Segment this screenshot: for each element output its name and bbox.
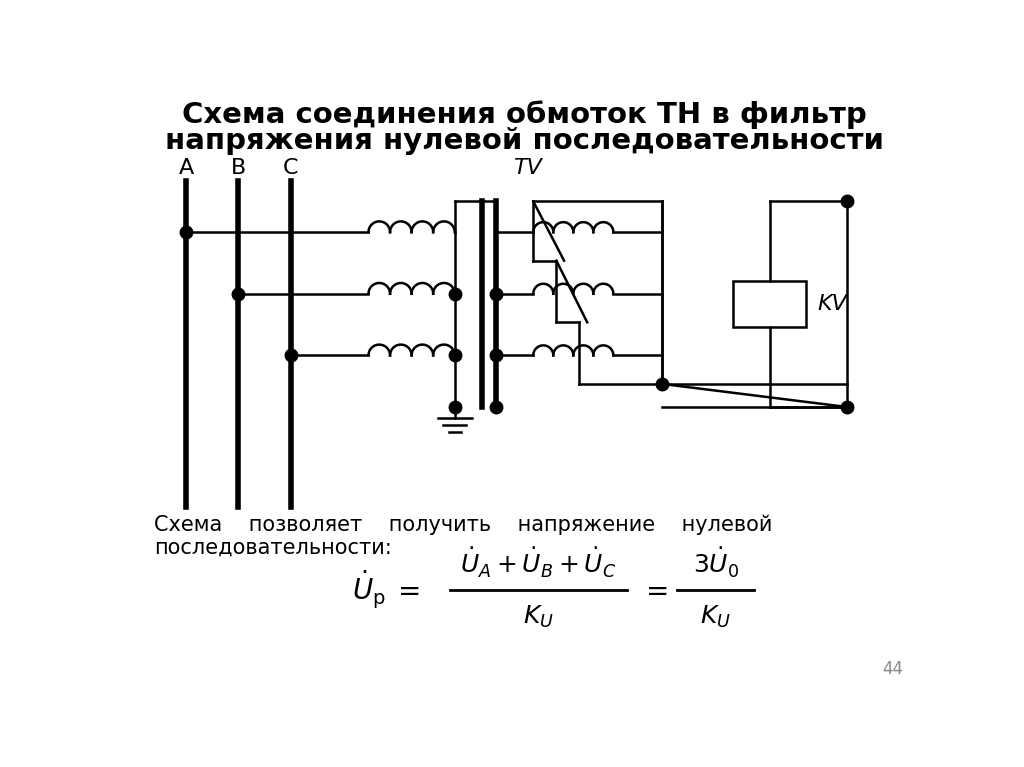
Text: 44: 44: [883, 660, 903, 678]
Text: KV: KV: [818, 295, 848, 314]
Text: Схема    позволяет    получить    напряжение    нулевой: Схема позволяет получить напряжение нуле…: [154, 515, 772, 535]
Text: $K_{U}$: $K_{U}$: [523, 604, 554, 630]
Text: $3\dot{U}_{0}$: $3\dot{U}_{0}$: [692, 546, 739, 581]
Text: A: A: [178, 158, 194, 178]
Text: последовательности:: последовательности:: [154, 538, 391, 558]
Text: Схема соединения обмоток ТН в фильтр: Схема соединения обмоток ТН в фильтр: [182, 100, 867, 129]
Text: $K_{U}$: $K_{U}$: [700, 604, 731, 630]
Bar: [733, 281, 806, 328]
Text: B: B: [230, 158, 246, 178]
Text: $\dot{U}_{A}+\dot{U}_{B}+\dot{U}_{C}$: $\dot{U}_{A}+\dot{U}_{B}+\dot{U}_{C}$: [461, 546, 616, 581]
Text: $=$: $=$: [640, 576, 668, 604]
Text: $=$: $=$: [392, 576, 420, 604]
Text: напряжения нулевой последовательности: напряжения нулевой последовательности: [165, 127, 885, 156]
Text: TV: TV: [513, 158, 542, 178]
Text: $\dot{U}_{\rm р}$: $\dot{U}_{\rm р}$: [352, 569, 386, 611]
Text: C: C: [283, 158, 298, 178]
